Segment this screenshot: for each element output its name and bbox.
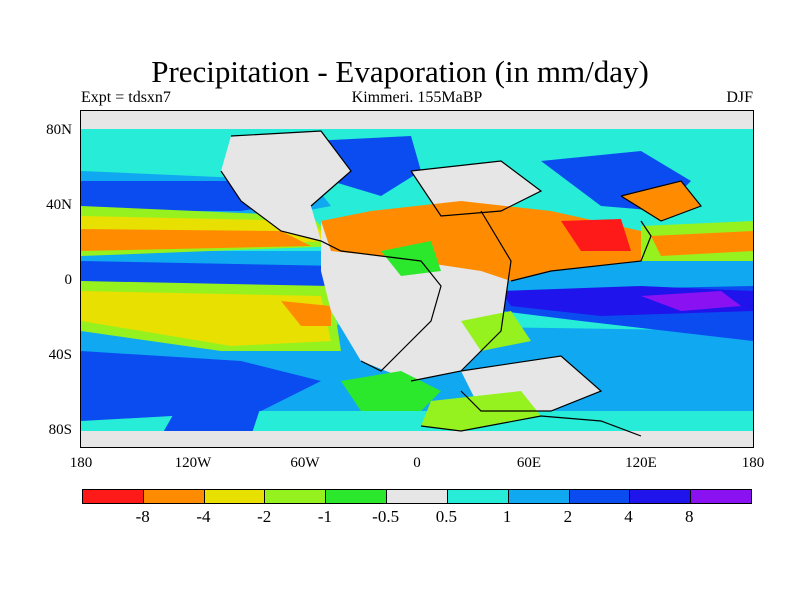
colorbar-label: -8 [135, 507, 150, 526]
lon-tick-label: 180 [69, 455, 93, 471]
colorbar-swatch [447, 490, 509, 503]
colorbar-label: 0.5 [435, 507, 457, 526]
colorbar-swatch [630, 490, 692, 503]
colorbar-swatch [569, 490, 631, 503]
colorbar-label: 2 [563, 507, 573, 526]
coastline [410, 210, 512, 382]
coastline [220, 170, 442, 372]
colorbar-swatch [83, 490, 144, 503]
colorbar-label: -4 [196, 507, 211, 526]
wet-band [81, 261, 341, 289]
map-field [81, 111, 753, 447]
coastline [420, 415, 642, 437]
season-label: DJF [726, 89, 753, 106]
dry-band [281, 301, 331, 326]
dry-band [81, 291, 331, 346]
lon-tick-label: 60W [290, 455, 320, 471]
lon-tick-label: 120E [625, 455, 657, 471]
wet-band [641, 291, 741, 311]
precip-evap-map [80, 110, 754, 448]
colorbar-swatch [326, 490, 388, 503]
land-gray [221, 131, 351, 241]
colorbar-label: -0.5 [372, 507, 400, 526]
colorbar-swatch [387, 490, 448, 503]
colorbar-swatch [204, 490, 266, 503]
coastline [460, 355, 603, 412]
coastline [230, 130, 352, 207]
lat-tick-label: 40N [46, 197, 72, 213]
colorbar-swatch [265, 490, 327, 503]
land-gray [81, 431, 753, 447]
colorbar [82, 489, 752, 504]
experiment-label: Expt = tdsxn7 [81, 89, 171, 106]
lat-tick-label: 80S [48, 422, 72, 438]
dry-band [651, 231, 753, 256]
lon-tick-label: 60E [516, 455, 542, 471]
land-red [561, 219, 631, 251]
colorbar-label: 1 [502, 507, 512, 526]
coastline [410, 160, 543, 217]
coastline [510, 220, 652, 282]
lat-tick-label: 40S [48, 347, 72, 363]
lat-tick-label: 80N [46, 122, 72, 138]
colorbar-swatch [143, 490, 205, 503]
wet-band [161, 401, 261, 436]
colorbar-swatch [508, 490, 570, 503]
land-green [341, 371, 441, 411]
plot-title: Precipitation - Evaporation (in mm/day) [151, 54, 649, 89]
lon-tick-label: 180 [741, 455, 765, 471]
period-label: Kimmeri. 155MaBP [351, 89, 483, 106]
colorbar-label: -2 [257, 507, 272, 526]
coastline [620, 180, 702, 222]
land-green [461, 311, 531, 351]
colorbar-swatch [691, 490, 751, 503]
colorbar-label: -1 [317, 507, 332, 526]
land-gray [411, 161, 541, 216]
wet-band [81, 351, 321, 421]
lat-tick-label: 0 [64, 272, 73, 288]
lon-tick-label: 0 [413, 455, 421, 471]
dry-band [81, 229, 311, 251]
colorbar-label: 8 [685, 507, 694, 526]
arctic-gray [81, 111, 753, 129]
colorbar-label: 4 [624, 507, 633, 526]
lon-tick-label: 120W [174, 455, 212, 471]
